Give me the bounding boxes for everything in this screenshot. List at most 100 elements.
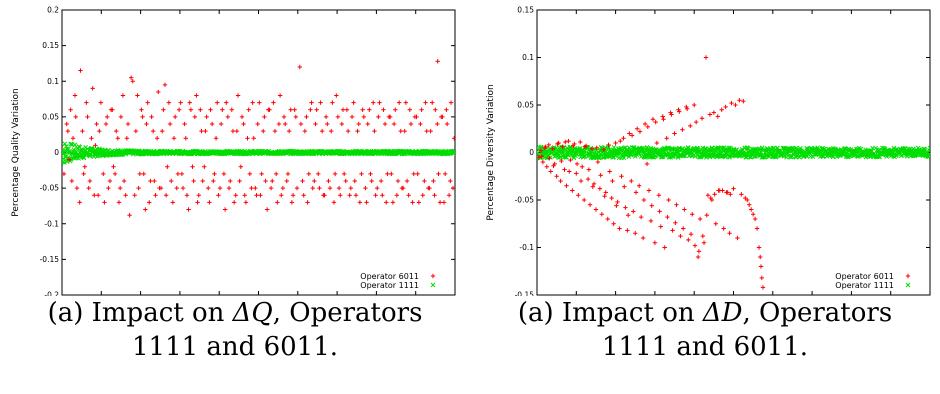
- point-operator-6011: [635, 126, 640, 131]
- point-operator-6011: [139, 107, 144, 112]
- point-operator-6011: [664, 136, 669, 141]
- point-operator-1111: [633, 146, 639, 152]
- caption-diversity-line2: 1111 and 6011.: [601, 332, 809, 362]
- point-operator-6011: [128, 75, 134, 80]
- point-operator-1111: [538, 144, 544, 150]
- point-operator-6011: [318, 100, 323, 105]
- legend-label-operator-1111: Operator 1111: [360, 281, 419, 290]
- point-operator-6011: [615, 199, 620, 205]
- legend-marker-operator-6011: [430, 273, 436, 279]
- point-operator-6011: [617, 226, 622, 231]
- point-operator-6011: [326, 178, 331, 184]
- point-operator-6011: [116, 200, 122, 205]
- point-operator-6011: [357, 200, 363, 205]
- point-operator-6011: [215, 100, 220, 105]
- point-operator-6011: [424, 128, 429, 134]
- caption-quality-prefix: (a) Impact on: [47, 298, 233, 328]
- point-operator-6011: [728, 192, 733, 197]
- point-operator-6011: [355, 128, 360, 134]
- point-operator-6011: [334, 93, 339, 98]
- point-operator-6011: [220, 107, 225, 112]
- point-operator-6011: [143, 207, 148, 212]
- point-operator-6011: [713, 221, 719, 226]
- point-operator-6011: [157, 185, 162, 191]
- point-operator-6011: [141, 171, 146, 177]
- point-operator-6011: [213, 136, 219, 141]
- chart-panel-quality: 01002003004005006007008009001000-0.2-0.1…: [0, 0, 470, 296]
- point-operator-6011: [277, 93, 283, 98]
- point-operator-6011: [427, 185, 432, 191]
- point-operator-6011: [136, 185, 141, 191]
- point-operator-6011: [715, 114, 720, 119]
- point-operator-6011: [198, 107, 203, 112]
- y-tick-label: 0: [54, 148, 59, 157]
- point-operator-6011: [760, 285, 766, 290]
- point-operator-6011: [716, 188, 721, 193]
- point-operator-6011: [705, 193, 711, 198]
- point-operator-6011: [450, 185, 455, 191]
- legend-label-operator-1111: Operator 1111: [835, 281, 894, 290]
- point-operator-6011: [696, 249, 702, 254]
- point-operator-6011: [377, 100, 382, 105]
- point-operator-6011: [599, 212, 605, 217]
- point-operator-6011: [259, 171, 264, 177]
- point-operator-6011: [101, 171, 106, 177]
- point-operator-1111: [723, 151, 729, 157]
- point-operator-6011: [609, 195, 614, 201]
- point-operator-1111: [62, 156, 66, 162]
- point-operator-6011: [641, 197, 647, 203]
- point-operator-6011: [94, 121, 99, 127]
- point-operator-6011: [192, 114, 198, 120]
- point-operator-6011: [396, 100, 402, 105]
- caption-diversity: (a) Impact on ΔD, Operators 1111 and 601…: [470, 296, 940, 364]
- point-operator-6011: [225, 114, 231, 120]
- point-operator-6011: [121, 178, 127, 184]
- legend-marker-operator-6011: [905, 273, 911, 279]
- point-operator-6011: [645, 124, 651, 130]
- point-operator-6011: [82, 164, 87, 169]
- point-operator-6011: [68, 107, 73, 112]
- point-operator-6011: [638, 214, 644, 220]
- caption-quality-line2: 1111 and 6011.: [131, 332, 339, 362]
- point-operator-6011: [283, 121, 288, 127]
- point-operator-6011: [102, 200, 107, 205]
- point-operator-6011: [246, 107, 251, 112]
- point-operator-6011: [585, 176, 591, 182]
- point-operator-6011: [302, 128, 308, 134]
- point-operator-6011: [727, 231, 732, 236]
- point-operator-6011: [258, 193, 263, 198]
- point-operator-6011: [211, 178, 216, 184]
- point-operator-6011: [340, 107, 346, 112]
- point-operator-6011: [419, 107, 424, 112]
- point-operator-6011: [327, 185, 333, 191]
- point-operator-6011: [305, 200, 310, 205]
- point-operator-6011: [301, 193, 306, 198]
- point-operator-6011: [692, 243, 698, 248]
- point-operator-6011: [363, 185, 368, 191]
- point-operator-6011: [578, 178, 584, 184]
- point-operator-6011: [649, 203, 654, 208]
- point-operator-6011: [316, 171, 321, 177]
- point-operator-6011: [235, 93, 241, 98]
- point-operator-6011: [365, 121, 370, 127]
- point-operator-6011: [216, 193, 221, 198]
- point-operator-6011: [660, 114, 665, 119]
- point-operator-6011: [403, 100, 409, 105]
- point-operator-6011: [431, 178, 436, 184]
- y-tick-label: -0.1: [44, 219, 59, 228]
- point-operator-6011: [672, 131, 677, 136]
- point-operator-6011: [85, 114, 90, 120]
- point-operator-6011: [111, 164, 116, 169]
- point-operator-6011: [537, 155, 542, 160]
- caption-diversity-suffix: , Operators: [742, 298, 893, 328]
- point-operator-1111: [611, 144, 617, 150]
- point-operator-6011: [662, 245, 667, 250]
- point-operator-6011: [758, 254, 763, 260]
- point-operator-6011: [347, 193, 352, 198]
- point-operator-6011: [344, 107, 350, 112]
- point-operator-6011: [567, 169, 572, 174]
- point-operator-6011: [758, 264, 764, 269]
- point-operator-6011: [281, 114, 287, 120]
- point-operator-6011: [154, 136, 160, 141]
- point-operator-1111: [577, 146, 583, 151]
